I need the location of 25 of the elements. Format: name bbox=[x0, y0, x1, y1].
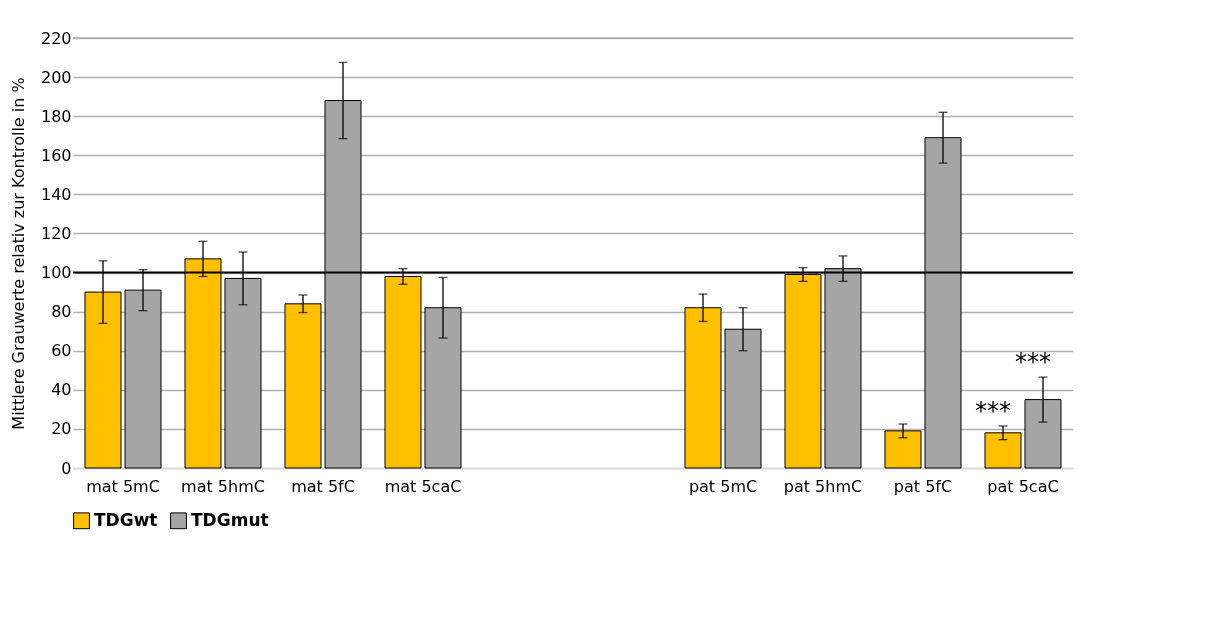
y-tick-label: 40 bbox=[51, 380, 72, 400]
annotation: *** bbox=[1015, 348, 1051, 377]
y-tick-label: 160 bbox=[40, 145, 72, 165]
x-tick-label: pat 5caC bbox=[987, 476, 1059, 496]
y-axis-title: Mittlere Grauwerte relativ zur Kontrolle in % bbox=[8, 77, 28, 430]
legend-label: TDGwt bbox=[94, 509, 158, 530]
x-tick-label: pat 5mC bbox=[688, 476, 758, 496]
legend-label: TDGmut bbox=[191, 509, 269, 530]
x-tick-label: pat 5fC bbox=[893, 476, 953, 496]
annotation: *** bbox=[975, 396, 1011, 425]
x-tick-label: mat 5mC bbox=[86, 476, 160, 496]
y-tick-label: 20 bbox=[51, 419, 72, 439]
y-tick-label: 80 bbox=[51, 302, 72, 322]
x-tick-label: mat 5caC bbox=[384, 476, 462, 496]
y-tick-label: 100 bbox=[40, 263, 72, 283]
x-tick-label: mat 5fC bbox=[291, 476, 355, 496]
y-tick-label: 60 bbox=[51, 341, 72, 361]
y-tick-label: 200 bbox=[40, 67, 72, 87]
x-tick-label: mat 5hmC bbox=[181, 476, 265, 496]
y-tick-label: 120 bbox=[40, 223, 72, 243]
y-tick-label: 0 bbox=[61, 458, 72, 478]
x-tick-label: pat 5hmC bbox=[783, 476, 863, 496]
y-tick-label: 140 bbox=[40, 184, 72, 204]
y-tick-label: 180 bbox=[40, 106, 72, 126]
y-tick-label: 220 bbox=[40, 28, 72, 48]
